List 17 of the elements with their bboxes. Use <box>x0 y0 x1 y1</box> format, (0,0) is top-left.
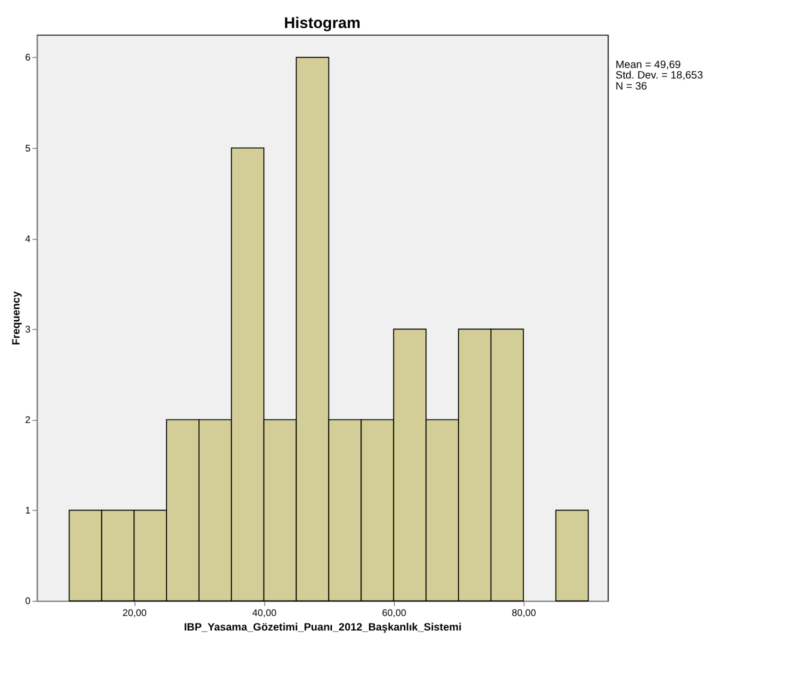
y-tick-label: 3 <box>25 324 30 336</box>
text: Mean = 49,69 <box>615 59 681 72</box>
x-tick-label: 60,00 <box>382 608 406 619</box>
y-tick-label: 5 <box>25 143 30 154</box>
x-tick-label: 80,00 <box>512 608 536 619</box>
y-tick-label: 6 <box>25 52 30 64</box>
x-tick-label: 40,00 <box>252 608 276 619</box>
text: N = 36 <box>615 80 648 92</box>
x-axis-title: IBP_Yasama_Gözetimi_Puanı_2012_Başkanlık_Sistemi <box>184 621 462 634</box>
y-tick-label: 0 <box>25 596 30 608</box>
y-tick-label: 2 <box>25 415 30 426</box>
chart-title: Histogram <box>284 14 361 32</box>
y-tick-label: 1 <box>25 506 30 517</box>
y-tick-label: 4 <box>25 234 32 245</box>
x-tick-label: 20,00 <box>122 608 147 619</box>
y-axis-title: Frequency <box>10 291 22 346</box>
text: Std. Dev. = 18,653 <box>615 70 704 82</box>
